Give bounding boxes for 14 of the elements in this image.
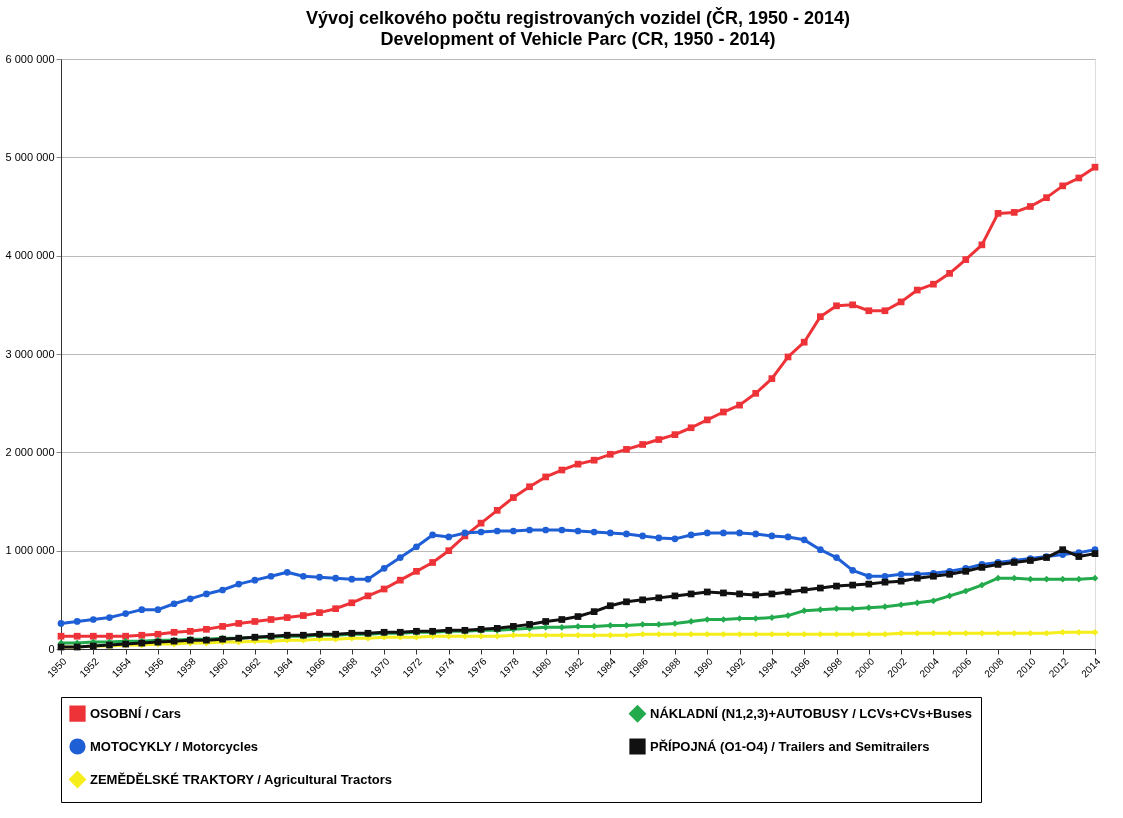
legend-label: PŘÍPOJNÁ (O1-O4) / Trailers and Semitrailers: [650, 738, 930, 754]
y-tick-label: 0: [48, 642, 55, 655]
y-tick-label: 1 000 000: [5, 544, 55, 557]
chart-title: Vývoj celkového počtu registrovaných vozidel (ČR, 1950 - 2014): [305, 7, 851, 28]
legend-label: OSOBNÍ / Cars: [90, 705, 182, 721]
legend-label: ZEMĚDĚLSKÉ TRAKTORY / Agricultural Tractors: [90, 771, 392, 787]
y-tick-label: 6 000 000: [5, 52, 55, 65]
chart-subtitle: Development of Vehicle Parc (CR, 1950 - 2014): [380, 29, 776, 49]
legend-label: MOTOCYKLY / Motorcycles: [90, 738, 259, 754]
y-tick-label: 5 000 000: [5, 150, 55, 163]
y-tick-label: 4 000 000: [5, 249, 55, 262]
y-tick-label: 3 000 000: [5, 347, 55, 360]
y-tick-label: 2 000 000: [5, 445, 55, 458]
legend-label: NÁKLADNÍ (N1,2,3)+AUTOBUSY / LCVs+CVs+Buses: [650, 705, 973, 721]
